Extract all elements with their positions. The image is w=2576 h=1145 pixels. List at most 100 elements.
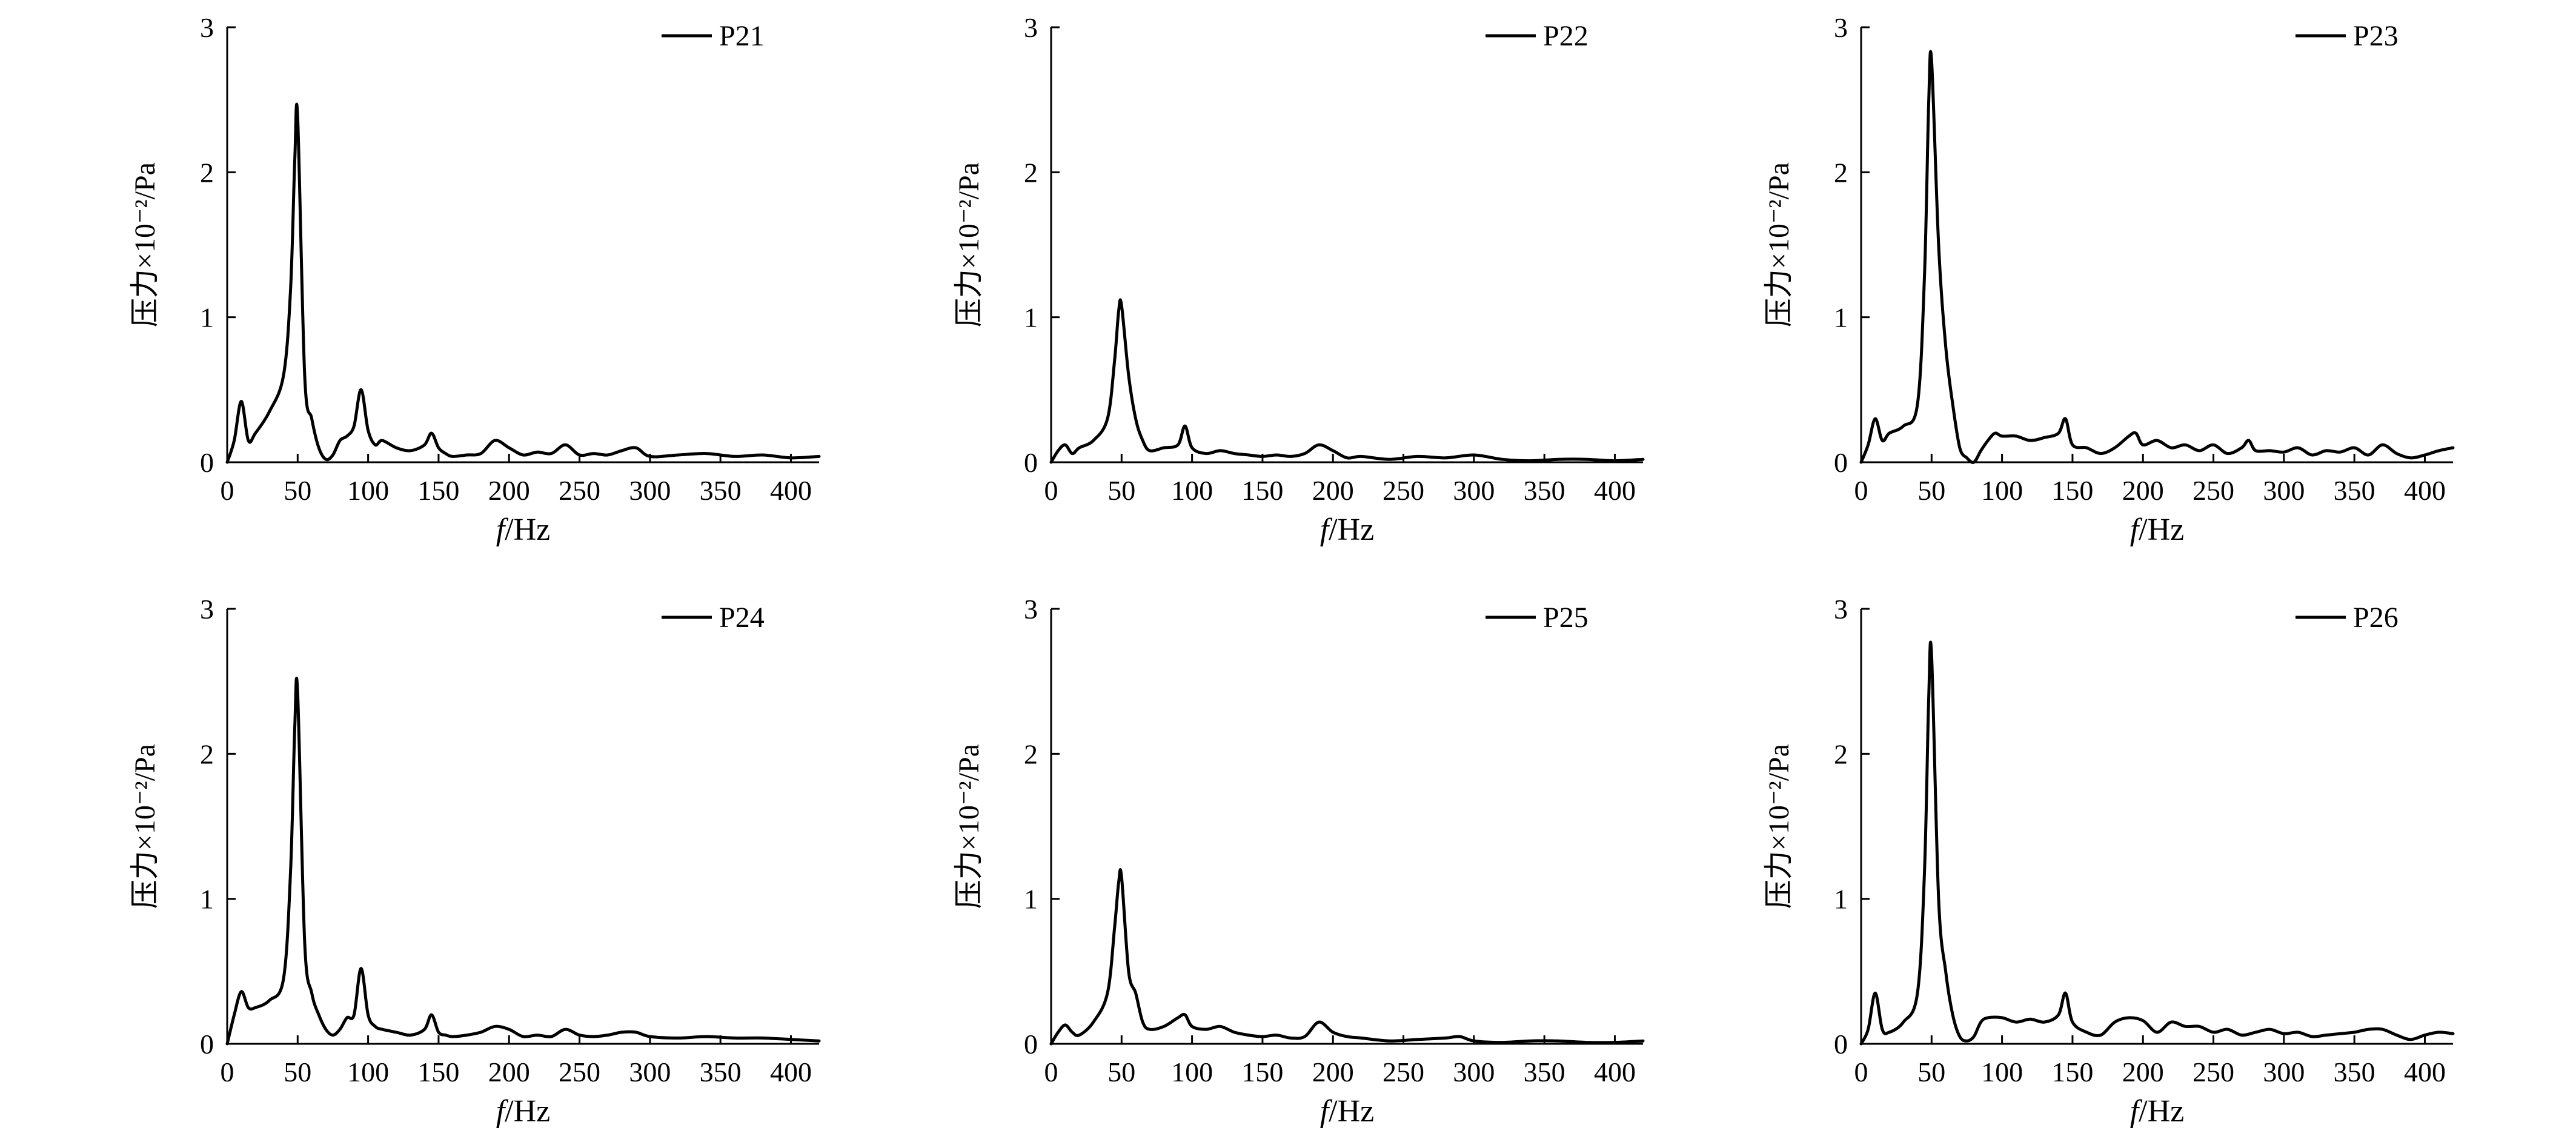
x-tick-label: 200 (2122, 1057, 2164, 1087)
x-tick-label: 100 (1981, 475, 2023, 506)
y-axis-label: 压力×10⁻²/Pa (1763, 162, 1795, 327)
x-tick-label: 250 (1383, 475, 1424, 506)
x-tick-label: 250 (1383, 1057, 1424, 1087)
series-line-p23 (1859, 50, 2455, 464)
x-tick-label: 50 (1917, 475, 1945, 506)
series-line-p24 (225, 677, 821, 1046)
x-tick-label: 400 (2404, 1057, 2446, 1087)
y-tick-label: 2 (1834, 738, 1848, 769)
x-tick-label: 100 (1171, 475, 1213, 506)
x-tick-label: 400 (1594, 1057, 1636, 1087)
x-tick-label: 300 (629, 1057, 671, 1087)
chart-panel-6: 0 1 2 3 0 50 100 150 200 250 300 350 400 压力×10⁻²/Pa f/… (1763, 594, 2455, 1129)
series-line-p25 (1049, 868, 1645, 1046)
y-tick-label: 0 (1024, 447, 1038, 478)
x-tick-label: 200 (488, 475, 530, 506)
x-axis-label: f/Hz (2130, 1094, 2185, 1129)
y-tick-label: 0 (1834, 447, 1848, 478)
x-tick-label: 400 (770, 1057, 812, 1087)
y-axis-label: 压力×10⁻²/Pa (953, 162, 985, 327)
chart-panel-1: 0 1 2 3 0 50 100 150 200 250 300 350 400 压力×10⁻²/Pa f/… (129, 12, 821, 547)
x-axis-label: f/Hz (1320, 513, 1375, 547)
y-tick-label: 0 (200, 1029, 214, 1060)
x-tick-label: 100 (1171, 1057, 1213, 1087)
x-tick-label: 0 (1044, 475, 1058, 506)
legend-label: P24 (719, 602, 765, 634)
y-tick-label: 3 (1024, 12, 1038, 43)
x-tick-label: 250 (2193, 1057, 2234, 1087)
series-line-p26 (1859, 640, 2455, 1046)
x-tick-label: 150 (1241, 475, 1283, 506)
x-axis-label: f/Hz (1320, 1094, 1375, 1129)
legend-label: P22 (1543, 20, 1588, 52)
x-tick-label: 400 (770, 475, 812, 506)
x-tick-label: 50 (1917, 1057, 1945, 1087)
y-tick-label: 0 (200, 447, 214, 478)
legend-label: P21 (719, 20, 765, 52)
x-tick-label: 0 (1044, 1057, 1058, 1087)
x-tick-label: 250 (2193, 475, 2234, 506)
chart-panel-5: 0 1 2 3 0 50 100 150 200 250 300 350 400 压力×10⁻²/Pa f/… (953, 594, 1645, 1129)
chart-panel-4: 0 1 2 3 0 50 100 150 200 250 300 350 400 压力×10⁻²/Pa f/… (129, 594, 821, 1129)
x-tick-label: 50 (1107, 475, 1135, 506)
x-tick-label: 0 (1854, 475, 1868, 506)
x-tick-label: 150 (2051, 475, 2093, 506)
y-tick-label: 1 (200, 884, 214, 915)
x-tick-label: 200 (1312, 475, 1354, 506)
legend-label: P23 (2353, 20, 2398, 52)
y-tick-label: 1 (200, 302, 214, 333)
y-tick-label: 0 (1024, 1029, 1038, 1060)
y-tick-label: 3 (1834, 12, 1848, 43)
x-tick-label: 150 (417, 475, 459, 506)
x-tick-label: 50 (284, 1057, 311, 1087)
y-tick-label: 3 (1834, 594, 1848, 625)
y-tick-label: 0 (1834, 1029, 1848, 1060)
legend-label: P26 (2353, 602, 2398, 634)
y-tick-label: 2 (200, 738, 214, 769)
x-tick-label: 250 (559, 475, 600, 506)
x-tick-label: 0 (1854, 1057, 1868, 1087)
x-tick-label: 200 (2122, 475, 2164, 506)
y-axis-label: 压力×10⁻²/Pa (1763, 744, 1795, 909)
x-tick-label: 50 (284, 475, 311, 506)
x-tick-label: 200 (488, 1057, 530, 1087)
x-tick-label: 0 (221, 475, 234, 506)
x-tick-label: 300 (1453, 1057, 1495, 1087)
y-tick-label: 1 (1834, 302, 1848, 333)
x-tick-label: 400 (1594, 475, 1636, 506)
chart-panel-3: 0 1 2 3 0 50 100 150 200 250 300 350 400 压力×10⁻²/Pa f/… (1763, 12, 2455, 547)
x-tick-label: 350 (2334, 475, 2375, 506)
x-tick-label: 300 (2263, 1057, 2305, 1087)
x-tick-label: 400 (2404, 475, 2446, 506)
y-tick-label: 1 (1834, 884, 1848, 915)
x-tick-label: 100 (347, 1057, 389, 1087)
x-tick-label: 100 (1981, 1057, 2023, 1087)
y-axis-label: 压力×10⁻²/Pa (129, 162, 161, 327)
y-axis-label: 压力×10⁻²/Pa (953, 744, 985, 909)
x-tick-label: 250 (559, 1057, 600, 1087)
y-tick-label: 3 (200, 594, 214, 625)
x-tick-label: 150 (1241, 1057, 1283, 1087)
x-tick-label: 350 (1524, 475, 1565, 506)
series-line-p22 (1049, 298, 1645, 464)
y-tick-label: 3 (200, 12, 214, 43)
x-axis-label: f/Hz (496, 1094, 551, 1129)
x-axis-label: f/Hz (496, 513, 551, 547)
y-tick-label: 2 (200, 157, 214, 188)
x-tick-label: 350 (700, 1057, 742, 1087)
x-tick-label: 300 (629, 475, 671, 506)
x-tick-label: 300 (1453, 475, 1495, 506)
x-tick-label: 350 (1524, 1057, 1565, 1087)
chart-panel-2: 0 1 2 3 0 50 100 150 200 250 300 350 400 压力×10⁻²/Pa f/… (953, 12, 1645, 547)
x-axis-label: f/Hz (2130, 513, 2185, 547)
y-axis-label: 压力×10⁻²/Pa (129, 744, 161, 909)
x-tick-label: 150 (2051, 1057, 2093, 1087)
x-tick-label: 300 (2263, 475, 2305, 506)
series-line-p21 (225, 102, 821, 464)
x-tick-label: 100 (347, 475, 389, 506)
y-tick-label: 2 (1024, 738, 1038, 769)
x-tick-label: 0 (221, 1057, 234, 1087)
x-tick-label: 50 (1107, 1057, 1135, 1087)
legend-label: P25 (1543, 602, 1588, 634)
